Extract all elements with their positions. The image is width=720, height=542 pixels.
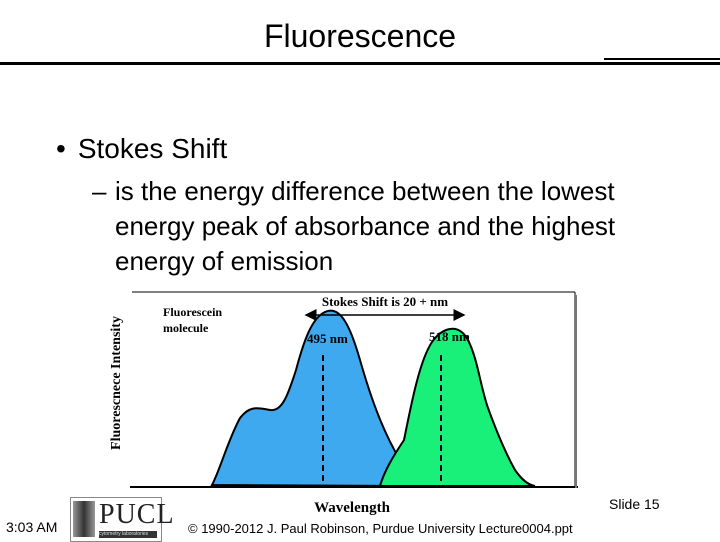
footer-time: 3:03 AM <box>6 519 58 535</box>
slide-number: Slide 15 <box>609 496 660 512</box>
footer-copyright: © 1990-2012 J. Paul Robinson, Purdue Uni… <box>188 521 573 536</box>
logo-letters: PUCL <box>99 499 175 530</box>
emission-curve <box>378 328 536 487</box>
emission-peak-label: 518 nm <box>429 329 470 344</box>
sub-bullet-text: is the energy difference between the low… <box>115 176 616 276</box>
bullet-text: Stokes Shift <box>77 133 228 164</box>
x-axis-label: Wavelength <box>314 500 390 516</box>
title-divider <box>0 62 720 65</box>
logo-emblem <box>73 501 95 537</box>
pucl-logo: PUCL cytometry laboratories <box>70 497 174 542</box>
molecule-label-line-2: molecule <box>163 321 209 335</box>
logo-tagline: cytometry laboratories <box>99 531 157 538</box>
y-axis-label: Fluorescnece Intensity <box>109 316 124 450</box>
absorbance-peak-label: 495 nm <box>307 331 348 346</box>
bullet-item: • Stokes Shift <box>56 133 228 164</box>
slide-title: Fluorescence <box>263 18 457 54</box>
sub-bullet: – is the energy difference between the l… <box>92 174 682 279</box>
title-divider-accent <box>604 58 720 60</box>
stokes-shift-label: Stokes Shift is 20 + nm <box>322 294 448 309</box>
molecule-label-line-1: Fluorescein <box>163 305 222 319</box>
